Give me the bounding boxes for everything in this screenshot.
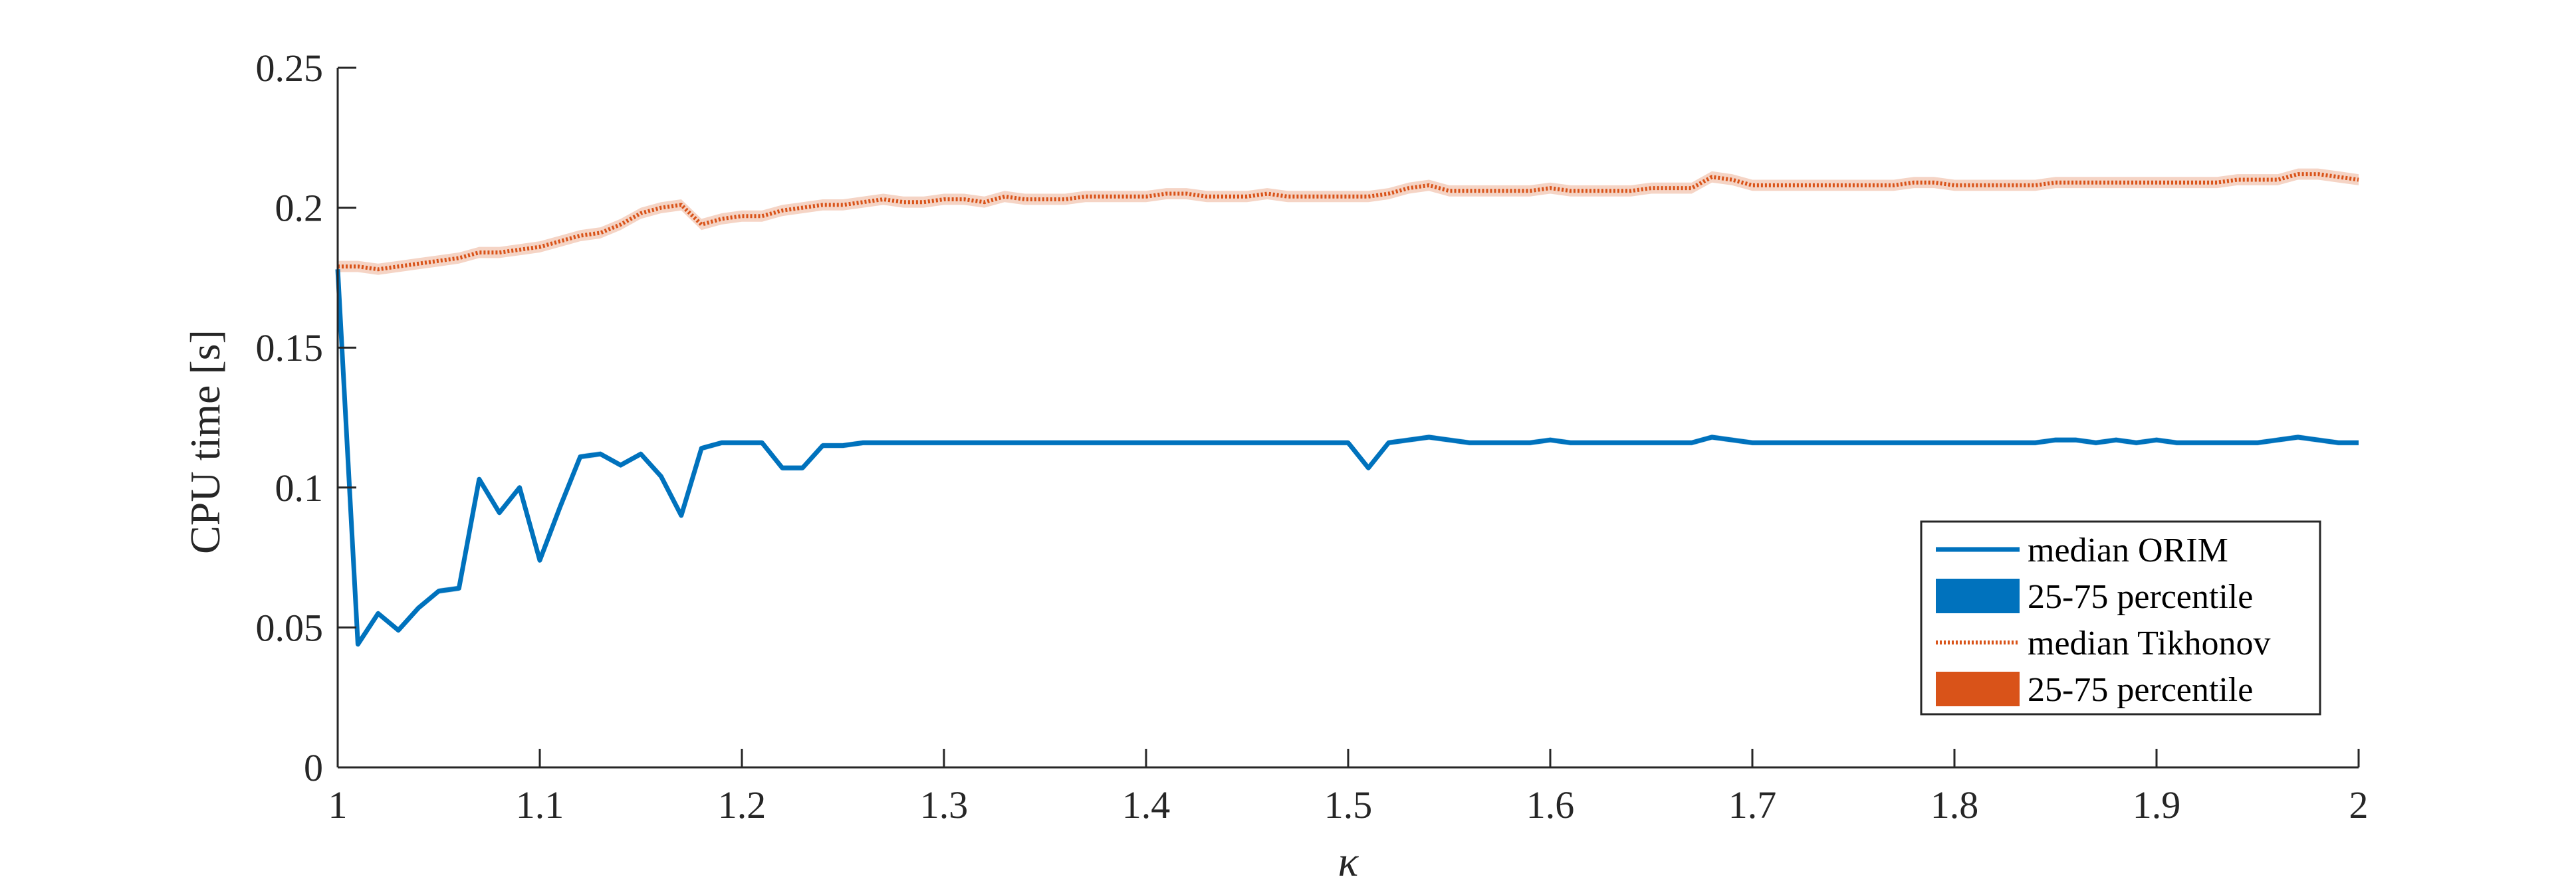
legend-label-median-tikhonov: median Tikhonov [2028, 625, 2271, 662]
y-tick-label: 0.1 [275, 466, 324, 510]
legend-label-percentile-orim: 25-75 percentile [2028, 578, 2253, 616]
x-tick-label: 1.5 [1324, 783, 1373, 827]
x-tick-label: 2 [2349, 783, 2369, 827]
y-tick-label: 0 [304, 746, 323, 789]
legend-swatch-percentile-orim [1936, 579, 2020, 613]
line-median-orim [335, 269, 2359, 647]
line-median-tikhonov [338, 172, 2359, 272]
percentile-bands [338, 168, 2359, 647]
band-tikhonov [338, 168, 2359, 275]
x-tick-label: 1.6 [1526, 783, 1575, 827]
y-axis-ticks: 0 0.05 0.1 0.15 0.2 0.25 [256, 47, 356, 789]
x-tick-label: 1.4 [1122, 783, 1171, 827]
y-axis-label: CPU time [s] [181, 330, 229, 554]
legend: median ORIM 25-75 percentile median Tikhon… [1920, 520, 2321, 716]
x-tick-label: 1.3 [920, 783, 969, 827]
x-tick-label: 1.2 [718, 783, 766, 827]
x-tick-label: 1.8 [1931, 783, 1979, 827]
median-lines [335, 172, 2359, 647]
x-axis-ticks: 1 1.1 1.2 1.3 1.4 1.5 1.6 1.7 1.8 1.9 2 [328, 749, 2369, 827]
x-tick-label: 1 [328, 783, 348, 827]
legend-label-percentile-tikhonov: 25-75 percentile [2028, 671, 2253, 709]
y-tick-label: 0.15 [256, 326, 324, 369]
x-axis-label: κ [1338, 838, 1359, 883]
y-tick-label: 0.25 [256, 47, 324, 90]
y-tick-label: 0.05 [256, 606, 324, 649]
y-tick-label: 0.2 [275, 187, 324, 230]
x-tick-label: 1.7 [1728, 783, 1777, 827]
x-tick-label: 1.1 [516, 783, 564, 827]
legend-swatch-percentile-tikhonov [1936, 672, 2020, 706]
legend-label-median-orim: median ORIM [2028, 532, 2228, 569]
x-tick-label: 1.9 [2133, 783, 2181, 827]
